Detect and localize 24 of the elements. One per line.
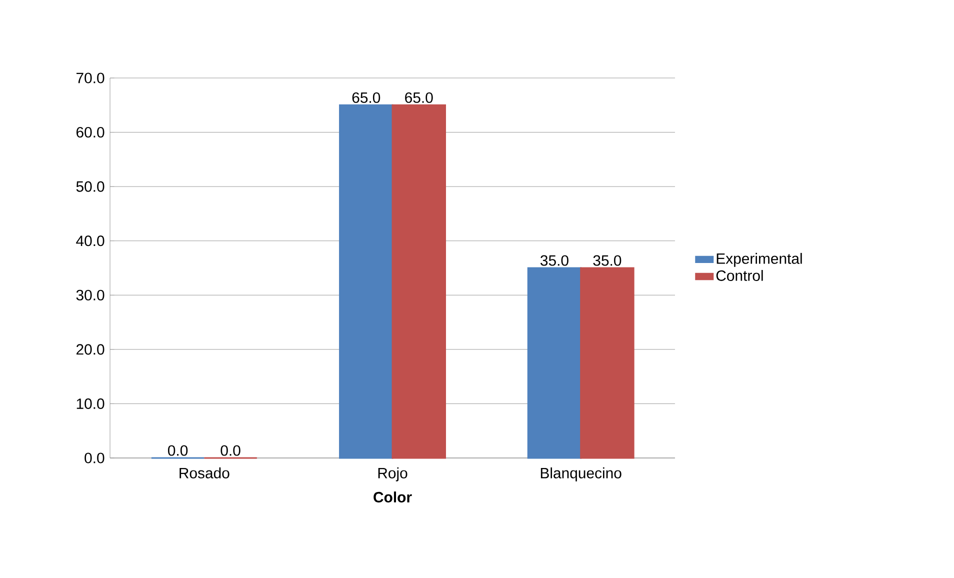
y-tick-label: 40.0 bbox=[76, 236, 104, 246]
bar bbox=[580, 267, 634, 459]
x-axis-title: Color bbox=[374, 492, 412, 502]
bar bbox=[392, 104, 446, 459]
x-tick-label: Rojo bbox=[378, 467, 408, 482]
bar bbox=[339, 104, 394, 459]
y-tick-label: 0.0 bbox=[84, 452, 104, 464]
data-label: 65.0 bbox=[352, 92, 380, 103]
x-tick-label: Blanquecino bbox=[540, 467, 622, 482]
legend-label: Control bbox=[716, 270, 763, 281]
data-label: 0.0 bbox=[168, 445, 188, 456]
y-tick-label: 70.0 bbox=[76, 72, 104, 84]
x-tick-label: Rosado bbox=[180, 467, 230, 478]
y-tick-label: 20.0 bbox=[76, 344, 104, 355]
bar bbox=[527, 267, 582, 459]
y-tick-label: 10.0 bbox=[76, 398, 104, 409]
data-label: 65.0 bbox=[405, 92, 433, 103]
data-label: 35.0 bbox=[540, 255, 568, 266]
data-label: 35.0 bbox=[593, 255, 622, 266]
legend-label: Experimental bbox=[716, 252, 802, 267]
data-label: 0.0 bbox=[220, 445, 240, 456]
y-tick-label: 60.0 bbox=[76, 126, 104, 138]
y-tick-label: 30.0 bbox=[76, 290, 104, 300]
y-tick-label: 50.0 bbox=[76, 181, 104, 192]
